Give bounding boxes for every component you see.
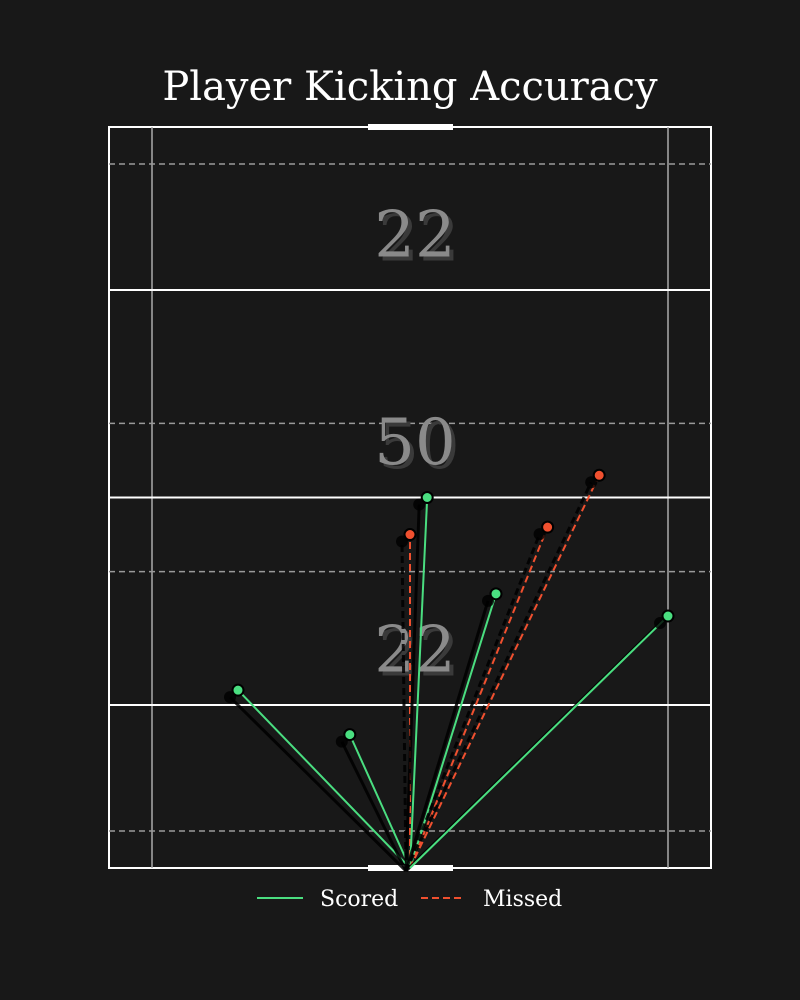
kick-point-1	[343, 728, 357, 742]
kick-path-0	[237, 689, 411, 869]
kick-point-5	[541, 520, 555, 534]
kick-point-4	[489, 587, 503, 601]
kick-path-1	[348, 734, 411, 869]
kick-paths	[224, 468, 675, 873]
kick-path-shadow-0	[228, 696, 408, 873]
zone-labels: 222250502222	[374, 199, 459, 692]
kick-path-5	[409, 526, 549, 869]
kick-path-7	[409, 615, 669, 869]
legend-scored-label: Scored	[320, 887, 398, 912]
kick-path-shadow-3	[404, 504, 421, 872]
kick-point-6	[592, 468, 606, 482]
kick-path-shadow-4	[404, 600, 490, 872]
kick-path-4	[409, 593, 497, 869]
kick-path-shadow-5	[404, 533, 541, 872]
kick-point-7	[661, 609, 675, 623]
zone-label-shadow-0: 22	[378, 203, 459, 277]
kick-path-shadow-1	[340, 740, 408, 872]
kick-path-6	[409, 474, 601, 869]
legend-missed-label: Missed	[483, 887, 562, 912]
kick-point-0	[231, 683, 245, 697]
kick-path-3	[409, 497, 429, 869]
chart-title: Player Kicking Accuracy	[162, 64, 658, 110]
kick-path-shadow-6	[404, 481, 593, 872]
kick-point-3	[420, 491, 434, 504]
zone-label-shadow-1: 50	[378, 410, 459, 484]
kick-point-2	[403, 528, 417, 542]
zone-label-1: 50	[374, 406, 455, 480]
legend: Scored Missed	[257, 887, 562, 912]
zone-label-0: 22	[374, 199, 455, 273]
